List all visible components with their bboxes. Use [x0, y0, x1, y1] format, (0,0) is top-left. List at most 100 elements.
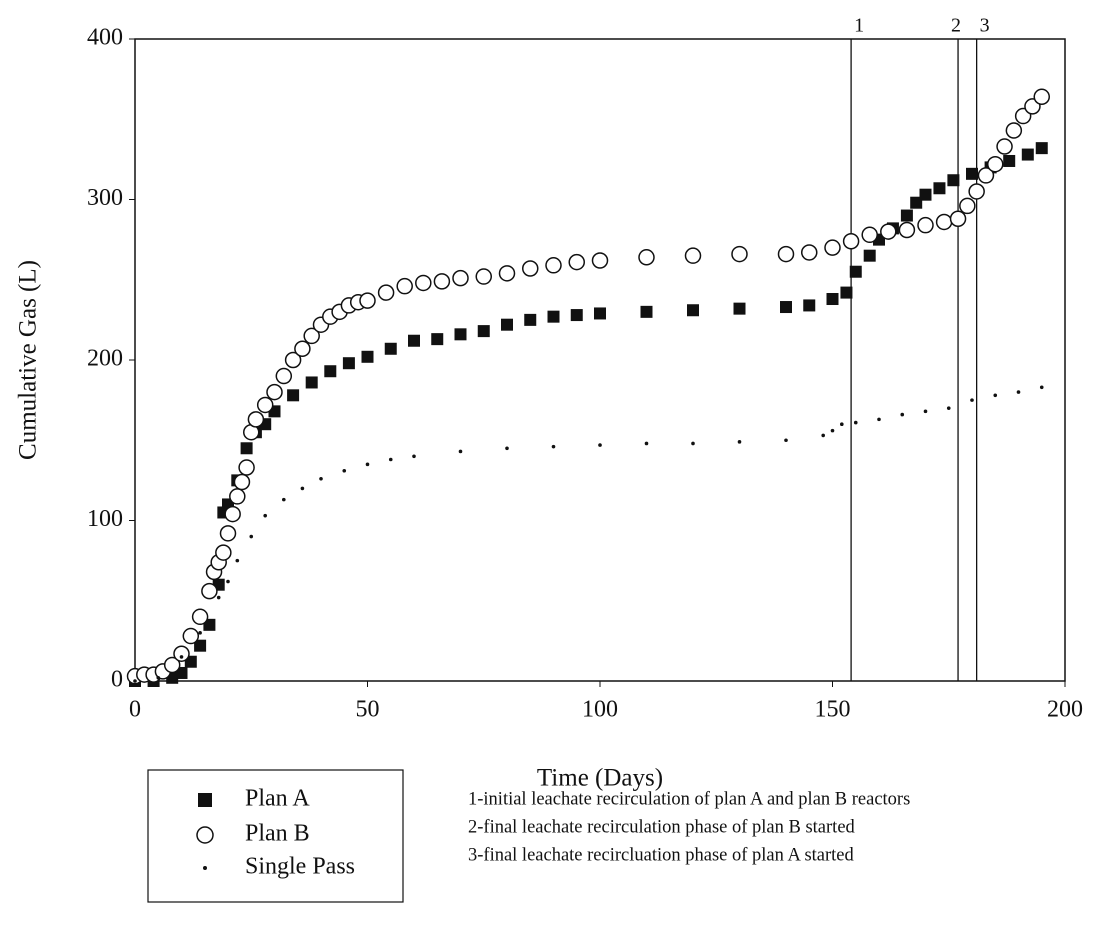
plan-a-point — [594, 307, 606, 320]
plan-a-point — [570, 309, 583, 322]
legend-marker — [203, 866, 207, 870]
plan-a-point — [780, 301, 792, 314]
plan-b-point — [224, 505, 241, 523]
plan-a-point — [840, 286, 853, 299]
single-pass-point — [412, 454, 416, 459]
plan-b-point — [219, 525, 237, 542]
single-pass-point — [784, 438, 788, 443]
single-pass-point — [1016, 390, 1021, 394]
y-axis-label: Cumulative Gas (L) — [15, 260, 42, 460]
plan-a-point — [287, 389, 300, 402]
plan-b-point — [777, 245, 795, 263]
plan-a-point — [919, 188, 932, 201]
plan-a-point — [803, 299, 816, 312]
plan-a-point — [361, 350, 374, 363]
plan-b-point — [898, 221, 916, 239]
plan-b-point — [377, 284, 395, 301]
plan-b-point — [173, 645, 190, 662]
plan-b-point — [591, 252, 609, 269]
plan-a-point — [431, 333, 444, 346]
plan-b-point — [294, 340, 311, 358]
plan-b-point — [191, 608, 209, 626]
plan-b-point — [229, 488, 246, 505]
y-tick-label: 300 — [87, 185, 123, 211]
single-pass-point — [877, 417, 881, 422]
plan-b-point — [801, 244, 818, 261]
plan-a-point — [194, 639, 207, 652]
plan-a-point — [947, 174, 960, 187]
plan-b-point — [842, 232, 860, 250]
plan-a-point — [933, 182, 946, 195]
plan-a-point — [240, 442, 253, 455]
plan-b-point — [238, 459, 255, 476]
single-pass-point — [970, 398, 974, 402]
single-pass-point — [853, 420, 858, 425]
plan-a-point — [342, 357, 355, 370]
plan-b-point — [163, 656, 181, 674]
plan-a-point — [454, 328, 467, 341]
single-pass-point — [179, 655, 184, 659]
plan-a-point — [501, 318, 513, 331]
plot-frame — [134, 38, 1066, 682]
annotation: 3-final leachate recircluation phase of … — [468, 845, 855, 865]
annotation: 2-final leachate recirculation phase of … — [468, 817, 856, 837]
single-pass-point — [216, 595, 221, 600]
legend-label: Plan A — [245, 786, 310, 812]
plan-b-point — [638, 249, 655, 266]
single-pass-point — [365, 462, 370, 467]
single-pass-point — [644, 441, 649, 446]
legend-marker — [196, 826, 214, 844]
plan-b-point — [996, 138, 1013, 155]
plan-a-point — [324, 365, 337, 378]
plan-b-point — [959, 197, 976, 215]
plan-b-point — [182, 627, 200, 645]
plan-b-point — [977, 167, 995, 184]
single-pass-point — [598, 443, 602, 447]
plan-a-point — [217, 506, 230, 519]
single-pass-point — [946, 406, 951, 410]
single-pass-point — [691, 441, 695, 446]
y-tick-label: 100 — [87, 506, 123, 532]
plan-a-point — [900, 209, 913, 222]
plan-a-point — [305, 376, 318, 389]
single-pass-point — [737, 440, 742, 444]
legend-label: Plan B — [245, 821, 310, 847]
plan-b-point — [684, 247, 702, 264]
legend-label: Single Pass — [245, 854, 355, 880]
x-axis-label: Time (Days) — [537, 765, 663, 792]
single-pass-point — [235, 558, 240, 563]
plan-a-point — [826, 293, 839, 306]
plan-b-point — [498, 265, 516, 282]
plan-b-point — [396, 277, 413, 295]
y-tick-label: 400 — [87, 25, 123, 51]
y-tick-label: 0 — [111, 667, 123, 693]
plan-b-point — [284, 351, 302, 369]
event-label: 3 — [980, 15, 990, 37]
annotation: 1-initial leachate recirculation of plan… — [468, 789, 910, 809]
plan-b-point — [861, 226, 878, 244]
single-pass-point — [249, 534, 254, 539]
plan-b-point — [731, 245, 748, 263]
plan-b-point — [880, 223, 897, 240]
single-pass-point — [993, 393, 998, 398]
y-tick-label: 200 — [87, 346, 123, 372]
event-label: 1 — [854, 15, 864, 37]
plan-a-point — [384, 342, 397, 355]
plan-b-point — [433, 273, 451, 290]
single-pass-point — [342, 468, 347, 473]
single-pass-point — [319, 476, 323, 481]
single-pass-point — [282, 497, 286, 502]
plan-b-point — [266, 383, 283, 401]
plan-a-point — [863, 249, 876, 262]
plan-a-point — [408, 334, 420, 347]
single-pass-point — [458, 449, 463, 454]
plan-b-point — [247, 411, 265, 428]
single-pass-point — [133, 679, 137, 683]
plan-b-point — [545, 257, 562, 274]
plan-b-point — [201, 582, 218, 600]
plan-a-point — [640, 305, 653, 318]
plan-a-point — [687, 304, 699, 317]
single-pass-point — [923, 409, 928, 414]
plan-b-point — [568, 253, 585, 271]
